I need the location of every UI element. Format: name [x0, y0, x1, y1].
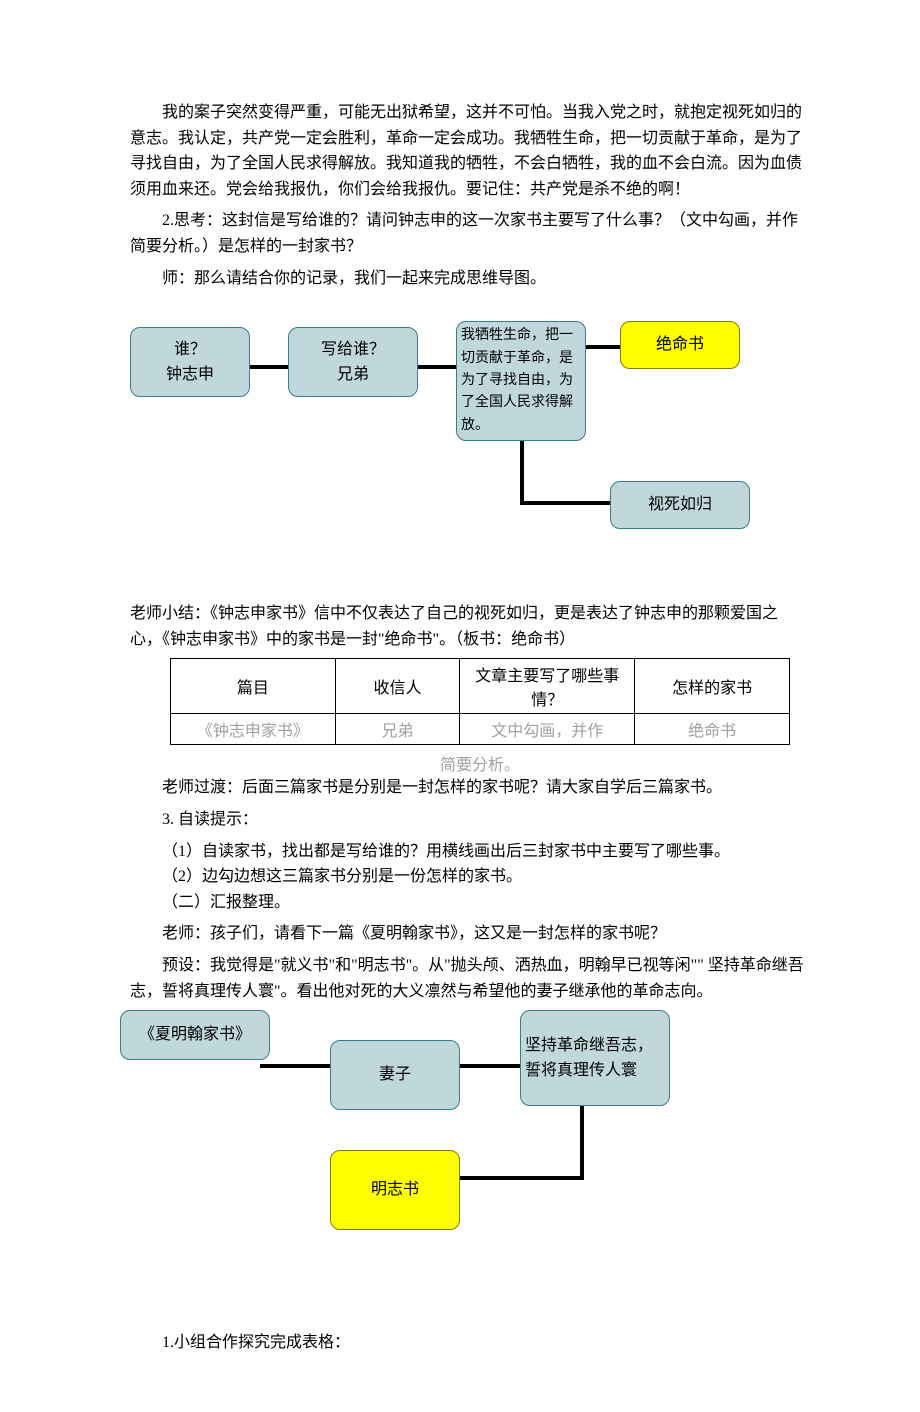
- d2-edge-1-2: [260, 1064, 330, 1068]
- th-type: 怎样的家书: [635, 659, 790, 714]
- teacher-summary: 老师小结：《钟志申家书》信中不仅表达了自己的视死如归，更是表达了钟志申的那颗爱国…: [130, 601, 810, 652]
- edge-2-3: [414, 365, 458, 369]
- td-recipient: 兄弟: [335, 714, 459, 745]
- summary-table: 篇目 收信人 文章主要写了哪些事情？ 怎样的家书 《钟志申家书》 兄弟 文中勾画…: [170, 658, 790, 745]
- table-caption: 简要分析。: [170, 751, 790, 775]
- d2-node-wife: 妻子: [330, 1040, 460, 1110]
- d2-node-title: 《夏明翰家书》: [120, 1010, 270, 1060]
- d2-edge-2-3: [460, 1064, 520, 1068]
- student-preset: 预设：我觉得是"就义书"和"明志书"。从"抛头颅、洒热血，明翰早已视等闲"" 坚…: [130, 953, 810, 1004]
- read-tip-2: （2）边勾边想这三篇家书分别是一份怎样的家书。: [162, 864, 810, 890]
- paragraph-2: 2.思考：这封信是写给谁的？请问钟志申的这一次家书主要写了什么事？（文中勾画，并…: [130, 208, 810, 259]
- td-type: 绝命书: [635, 714, 790, 745]
- d2-edge-3-4h: [460, 1176, 584, 1180]
- read-tip-1: （1）自读家书，找出都是写给谁的？用横线画出后三封家书中主要写了哪些事。: [162, 839, 810, 865]
- mindmap-1: 谁？ 钟志申 写给谁？ 兄弟 我牺牲生命，把一切贡献于革命，是为了寻找自由，为了…: [130, 311, 810, 541]
- node-content: 我牺牲生命，把一切贡献于革命，是为了寻找自由，为了全国人民求得解放。: [456, 321, 586, 441]
- th-title: 篇目: [171, 659, 336, 714]
- section-2: （二）汇报整理。: [130, 890, 810, 916]
- edge-1-2: [244, 365, 288, 369]
- teacher-ask: 老师：孩子们，请看下一篇《夏明翰家书》，这又是一封怎样的家书呢？: [130, 921, 810, 947]
- read-tip-head: 3. 自读提示：: [130, 807, 810, 833]
- teacher-transition: 老师过渡：后面三篇家书是分别是一封怎样的家书呢？请大家自学后三篇家书。: [130, 775, 810, 801]
- td-content: 文中勾画，并作: [460, 714, 635, 745]
- edge-3-4: [584, 345, 620, 349]
- node-who: 谁？ 钟志申: [130, 327, 250, 397]
- td-title: 《钟志申家书》: [171, 714, 336, 745]
- d2-node-type: 明志书: [330, 1150, 460, 1230]
- d2-node-poem: 坚持革命继吾志，誓将真理传人寰: [520, 1010, 670, 1106]
- th-recipient: 收信人: [335, 659, 459, 714]
- node-towhom: 写给谁？ 兄弟: [288, 327, 418, 397]
- group-task: 1.小组合作探究完成表格：: [130, 1330, 810, 1356]
- mindmap-2: 《夏明翰家书》 妻子 坚持革命继吾志，誓将真理传人寰 明志书: [130, 1010, 810, 1290]
- edge-3-5h: [520, 501, 620, 505]
- node-type: 绝命书: [620, 321, 740, 369]
- edge-3-5v: [520, 441, 524, 501]
- paragraph-1: 我的案子突然变得严重，可能无出狱希望，这并不可怕。当我入党之时，就抱定视死如归的…: [130, 100, 810, 202]
- th-content: 文章主要写了哪些事情？: [460, 659, 635, 714]
- node-spirit: 视死如归: [610, 481, 750, 529]
- d2-edge-3-4v: [580, 1106, 584, 1176]
- paragraph-3: 师：那么请结合你的记录，我们一起来完成思维导图。: [130, 266, 810, 292]
